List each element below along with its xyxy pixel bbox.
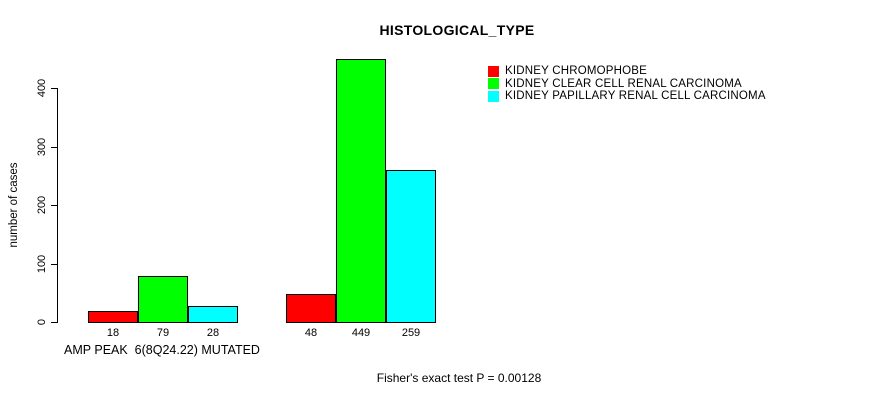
- bar: [386, 170, 436, 323]
- legend-label: KIDNEY PAPILLARY RENAL CELL CARCINOMA: [505, 90, 766, 103]
- y-axis-title: number of cases: [8, 162, 20, 248]
- x-group-label: AMP PEAK 6(8Q24.22) MUTATED: [64, 343, 260, 357]
- bar-value-label: 48: [304, 327, 318, 339]
- bar: [138, 276, 188, 323]
- bar: [286, 294, 336, 323]
- bar-value-label: 449: [351, 327, 371, 339]
- legend-item: KIDNEY CLEAR CELL RENAL CARCINOMA: [488, 78, 766, 91]
- fisher-test-annotation: Fisher's exact test P = 0.00128: [376, 371, 542, 385]
- legend-swatch-kidney-clear-cell: [488, 78, 499, 90]
- y-tick-label: 0: [36, 318, 48, 326]
- y-axis-line: [57, 88, 58, 323]
- legend-swatch-kidney-papillary: [488, 90, 499, 102]
- y-tick: [51, 205, 57, 206]
- y-tick: [51, 88, 57, 89]
- y-tick: [51, 263, 57, 265]
- bar: [188, 306, 238, 323]
- legend-label: KIDNEY CLEAR CELL RENAL CARCINOMA: [505, 77, 742, 90]
- bar-value-label: 79: [156, 327, 170, 339]
- chart-title: HISTOLOGICAL_TYPE: [379, 22, 535, 38]
- legend-item: KIDNEY PAPILLARY RENAL CELL CARCINOMA: [488, 90, 766, 103]
- y-tick-label: 100: [36, 254, 48, 273]
- bar-value-label: 259: [401, 327, 421, 339]
- y-tick-label: 200: [36, 195, 48, 215]
- legend-item: KIDNEY CHROMOPHOBE: [488, 65, 766, 78]
- y-tick: [51, 146, 57, 148]
- legend: KIDNEY CHROMOPHOBE KIDNEY CLEAR CELL REN…: [488, 65, 766, 103]
- bar: [336, 59, 386, 323]
- bar: [88, 311, 138, 323]
- y-tick: [51, 322, 57, 323]
- legend-swatch-kidney-chromophobe: [488, 65, 499, 77]
- bar-value-label: 18: [106, 327, 120, 339]
- bar-value-label: 28: [206, 327, 220, 339]
- legend-label: KIDNEY CHROMOPHOBE: [505, 65, 648, 78]
- y-tick-label: 400: [36, 78, 48, 98]
- y-tick-label: 300: [36, 137, 48, 156]
